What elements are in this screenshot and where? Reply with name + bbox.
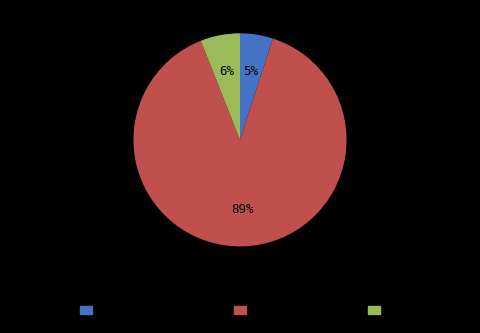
Wedge shape — [133, 39, 347, 246]
Text: 5%: 5% — [243, 65, 258, 78]
Wedge shape — [240, 33, 273, 140]
Text: 6%: 6% — [219, 65, 235, 78]
Wedge shape — [201, 33, 240, 140]
Text: 89%: 89% — [231, 202, 253, 215]
